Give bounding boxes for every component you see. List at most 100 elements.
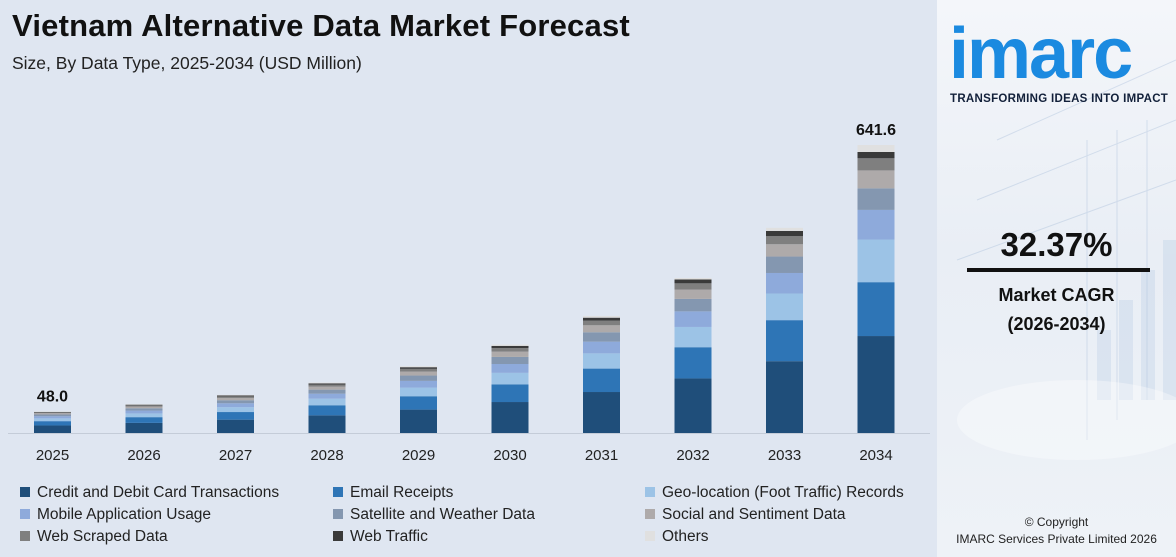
bar-segment-2027-2: [217, 412, 254, 420]
bar-segment-2033-1: [766, 361, 803, 433]
x-tick-label: 2031: [585, 447, 618, 464]
bar-segment-2029-1: [400, 409, 437, 433]
bar-segment-2029-7: [400, 368, 437, 372]
bar-total-label: 48.0: [37, 388, 68, 405]
bar-segment-2030-1: [491, 402, 529, 433]
bar-segment-2034-1: [857, 336, 895, 433]
legend-label: Web Scraped Data: [37, 528, 168, 545]
bar-segment-2025-6: [34, 413, 71, 415]
legend-item: Social and Sentiment Data: [645, 506, 846, 524]
x-tick-label: 2029: [402, 447, 435, 464]
legend-swatch: [645, 509, 655, 519]
legend-swatch: [20, 531, 30, 541]
bar-segment-2029-6: [400, 371, 437, 376]
bar-segment-2025-7: [34, 412, 71, 414]
legend-swatch: [645, 531, 655, 541]
bar-segment-2031-8: [583, 317, 620, 321]
legend-label: Satellite and Weather Data: [350, 506, 535, 523]
background-chart-decoration: [956, 59, 1176, 460]
bar-segment-2029-9: [400, 366, 437, 368]
legend-swatch: [645, 487, 655, 497]
cagr-period: (2026-2034): [1007, 314, 1106, 334]
legend-label: Geo-location (Foot Traffic) Records: [662, 484, 904, 501]
bar-segment-2027-7: [217, 396, 254, 398]
bar-segment-2034-8: [857, 152, 895, 159]
legend-item: Mobile Application Usage: [20, 506, 211, 524]
brand-panel: imarc TRANSFORMING IDEAS INTO IMPACT 32.…: [937, 0, 1176, 557]
x-tick-label: 2027: [219, 447, 252, 464]
bar-segment-2032-5: [674, 298, 712, 312]
legend-label: Others: [662, 528, 709, 545]
x-tick-label: 2028: [310, 447, 343, 464]
legend-swatch: [333, 487, 343, 497]
bar-segment-2031-9: [583, 315, 620, 318]
bar-segment-2025-3: [34, 418, 71, 422]
bar-segment-2028-6: [308, 386, 346, 390]
bar-segment-2033-7: [766, 236, 803, 245]
bar-segment-2029-5: [400, 375, 437, 381]
legend-label: Web Traffic: [350, 528, 428, 545]
bar-segment-2033-9: [766, 227, 803, 231]
bar-segment-2033-6: [766, 244, 803, 257]
bar-segment-2031-1: [583, 392, 620, 433]
legend-label: Credit and Debit Card Transactions: [37, 484, 280, 501]
bar-segment-2027-4: [217, 403, 254, 408]
bar-segment-2026-9: [125, 404, 163, 405]
bar-segment-2026-7: [125, 405, 163, 407]
chart-subtitle: Size, By Data Type, 2025-2034 (USD Milli…: [12, 53, 362, 73]
bar-segment-2030-4: [491, 364, 529, 373]
legend-item: Email Receipts: [333, 484, 453, 502]
bar-segment-2034-9: [857, 145, 895, 152]
bar-segment-2030-6: [491, 351, 529, 357]
bar-segment-2032-9: [674, 278, 712, 280]
bar-segment-2030-7: [491, 348, 529, 352]
bar-segment-2034-5: [857, 188, 895, 210]
bar-segment-2031-5: [583, 332, 620, 342]
legend-swatch: [20, 509, 30, 519]
legend-label: Social and Sentiment Data: [662, 506, 846, 523]
logo-tagline: TRANSFORMING IDEAS INTO IMPACT: [950, 93, 1169, 105]
bar-segment-2029-3: [400, 387, 437, 397]
bar-segment-2027-1: [217, 419, 254, 433]
bar-segment-2026-6: [125, 406, 163, 409]
bar-segment-2030-2: [491, 384, 529, 403]
bar-segment-2026-5: [125, 408, 163, 411]
cagr-label: Market CAGR: [998, 285, 1115, 305]
bar-segment-2025-4: [34, 416, 71, 419]
bar-segment-2028-1: [308, 415, 346, 433]
bar-segment-2026-2: [125, 417, 163, 423]
legend-swatch: [20, 487, 30, 497]
bar-segment-2030-3: [491, 372, 529, 385]
chart-panel: Vietnam Alternative Data Market Forecast…: [8, 8, 930, 546]
bar-segment-2025-1: [34, 425, 71, 433]
bar-segment-2032-4: [674, 311, 712, 327]
legend-item: Web Scraped Data: [20, 528, 168, 546]
bar-segment-2028-8: [308, 383, 346, 385]
bar-segment-2027-9: [217, 394, 254, 396]
bar-segment-2030-9: [491, 344, 529, 346]
bar-segment-2032-8: [674, 279, 712, 284]
bar-segment-2025-2: [34, 421, 71, 426]
legend-item: Web Traffic: [333, 528, 428, 546]
bar-segment-2031-2: [583, 368, 620, 393]
x-tick-label: 2033: [768, 447, 801, 464]
bar-segment-2031-3: [583, 353, 620, 369]
bar-segment-2033-2: [766, 320, 803, 362]
bar-segment-2026-1: [125, 422, 163, 433]
bar-segment-2033-4: [766, 272, 803, 294]
legend-item: Credit and Debit Card Transactions: [20, 484, 279, 502]
bar-segment-2032-6: [674, 289, 712, 299]
bar-segment-2026-4: [125, 410, 163, 414]
legend-item: Geo-location (Foot Traffic) Records: [645, 484, 904, 502]
bar-total-label: 641.6: [856, 122, 896, 139]
bar-segment-2032-2: [674, 347, 712, 379]
x-tick-label: 2026: [127, 447, 160, 464]
bar-segment-2030-8: [491, 345, 529, 349]
bar-segment-2028-7: [308, 384, 346, 387]
bar-segment-2025-9: [34, 411, 71, 412]
bar-segment-2027-6: [217, 397, 254, 401]
x-tick-label: 2034: [859, 447, 892, 464]
x-tick-label: 2025: [36, 447, 69, 464]
bar-segment-2031-6: [583, 325, 620, 333]
bar-segment-2028-3: [308, 398, 346, 406]
